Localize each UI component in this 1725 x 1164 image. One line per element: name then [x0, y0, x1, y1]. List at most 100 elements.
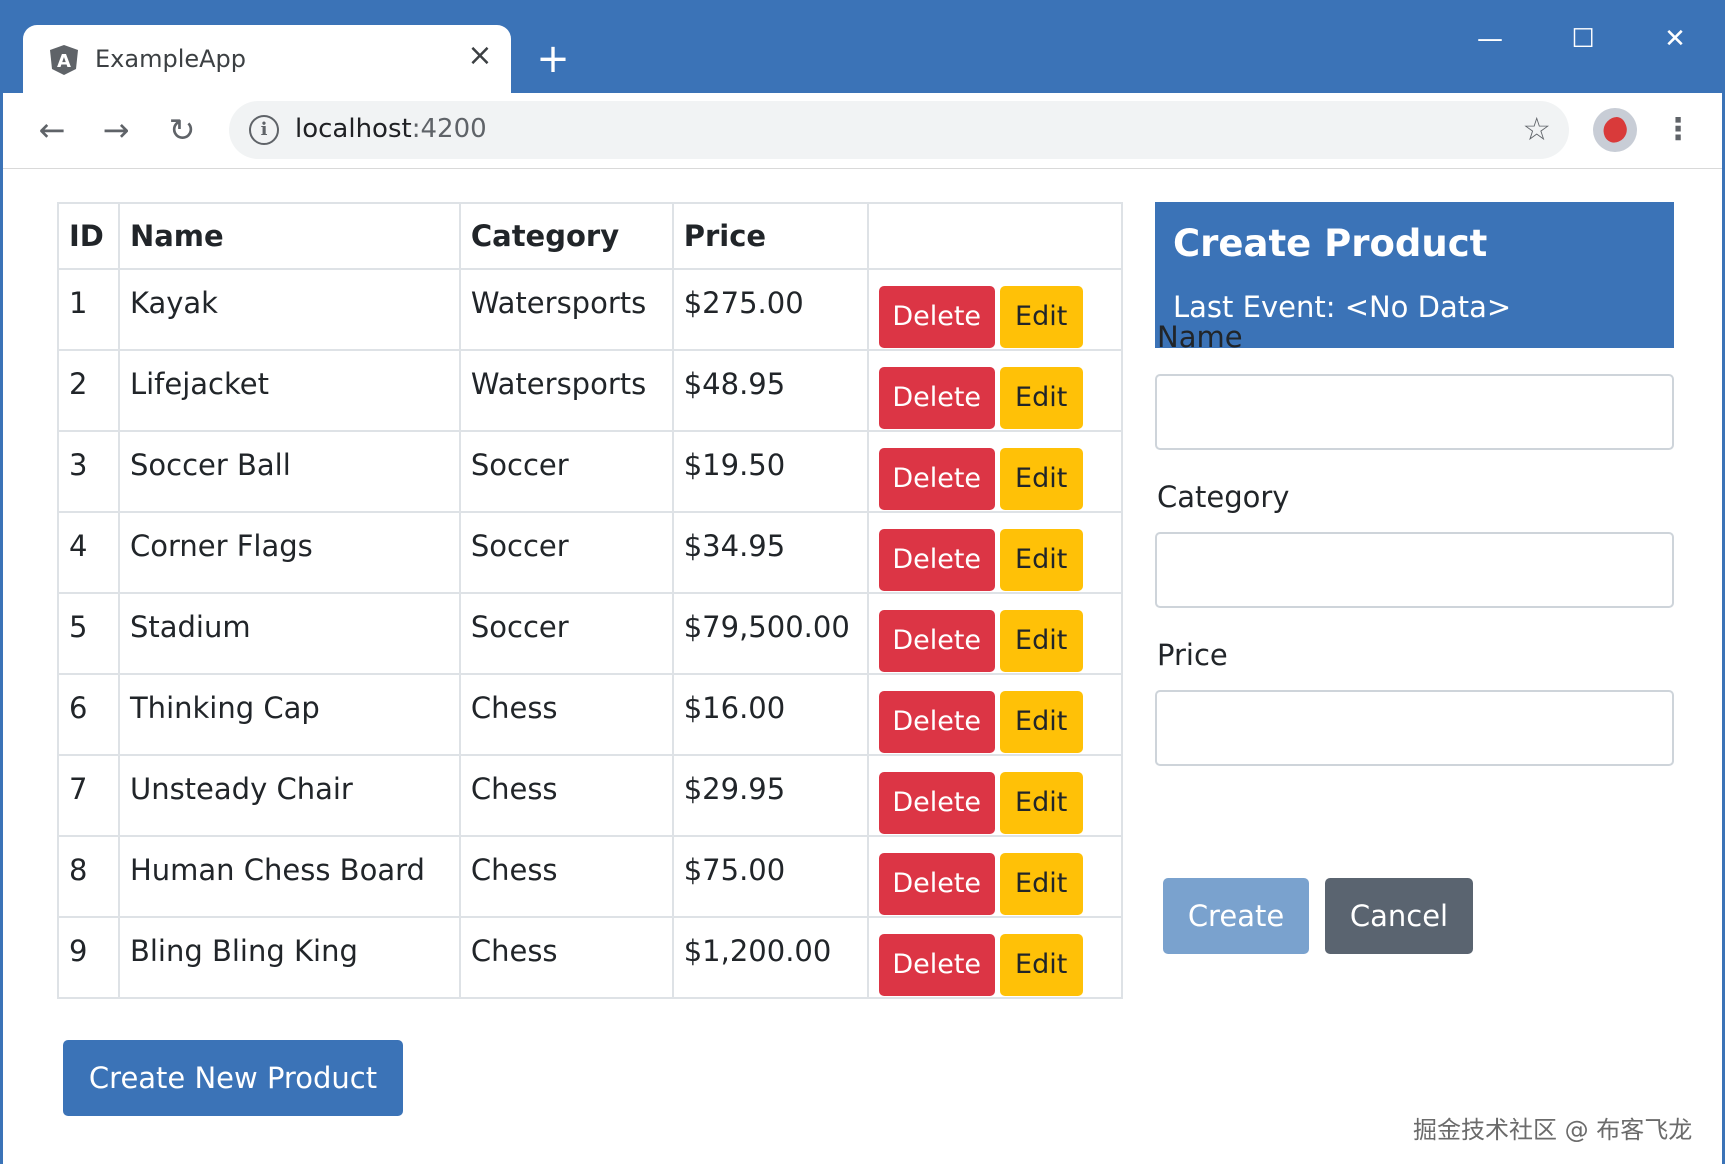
cell-price: $29.95	[671, 754, 869, 837]
products-table: ID Name Category Price 1 Kayak Waterspor…	[57, 202, 1124, 999]
cell-category: Chess	[458, 835, 674, 918]
close-window-icon[interactable]: ✕	[1664, 24, 1686, 54]
cell-price: $1,200.00	[671, 916, 869, 999]
table-row: 2 Lifejacket Watersports $48.95 Delete Ed…	[57, 349, 1124, 432]
edit-button[interactable]: Edit	[999, 286, 1083, 348]
cell-actions: Delete Edit	[866, 754, 1124, 837]
delete-button[interactable]: Delete	[878, 529, 995, 591]
edit-button[interactable]: Edit	[999, 367, 1083, 429]
edit-button[interactable]: Edit	[999, 934, 1083, 996]
table-row: 8 Human Chess Board Chess $75.00 Delete E…	[57, 835, 1124, 918]
cell-category: Soccer	[458, 592, 674, 675]
cell-name: Unsteady Chair	[117, 754, 461, 837]
cell-id: 4	[57, 511, 120, 594]
table-row: 9 Bling Bling King Chess $1,200.00 Delet…	[57, 916, 1124, 999]
cell-name: Soccer Ball	[117, 430, 461, 513]
cell-actions: Delete Edit	[866, 430, 1124, 513]
table-row: 3 Soccer Ball Soccer $19.50 Delete Edit	[57, 430, 1124, 513]
header-actions	[866, 202, 1124, 270]
table-row: 5 Stadium Soccer $79,500.00 Delete Edit	[57, 592, 1124, 675]
cell-actions: Delete Edit	[866, 349, 1124, 432]
edit-button[interactable]: Edit	[999, 853, 1083, 915]
cell-id: 5	[57, 592, 120, 675]
delete-button[interactable]: Delete	[878, 610, 995, 672]
cell-id: 7	[57, 754, 120, 837]
profile-avatar[interactable]	[1593, 108, 1637, 152]
price-label: Price	[1157, 638, 1228, 672]
name-label: Name	[1157, 320, 1243, 354]
delete-button[interactable]: Delete	[878, 448, 995, 510]
url-host: localhost	[295, 114, 412, 144]
page-content: ID Name Category Price 1 Kayak Waterspor…	[3, 170, 1722, 1164]
maximize-icon[interactable]: ☐	[1571, 24, 1595, 54]
delete-button[interactable]: Delete	[878, 772, 995, 834]
cell-actions: Delete Edit	[866, 511, 1124, 594]
cell-category: Soccer	[458, 511, 674, 594]
category-input[interactable]	[1155, 532, 1674, 608]
cell-name: Lifejacket	[117, 349, 461, 432]
cell-id: 8	[57, 835, 120, 918]
site-info-icon[interactable]: i	[249, 115, 279, 145]
back-arrow-icon[interactable]: ←	[38, 111, 66, 149]
cell-name: Thinking Cap	[117, 673, 461, 756]
svg-text:A: A	[57, 51, 71, 72]
create-product-header: Create Product Last Event: <No Data>	[1155, 202, 1674, 348]
cell-category: Watersports	[458, 268, 674, 351]
cell-actions: Delete Edit	[866, 592, 1124, 675]
forward-arrow-icon[interactable]: →	[102, 111, 130, 149]
edit-button[interactable]: Edit	[999, 691, 1083, 753]
cell-price: $48.95	[671, 349, 869, 432]
menu-dots-icon[interactable]: ⋮	[1663, 112, 1693, 147]
url-port: :4200	[411, 114, 487, 144]
bird-icon	[1599, 114, 1631, 146]
cell-id: 1	[57, 268, 120, 351]
table-row: 7 Unsteady Chair Chess $29.95 Delete Edit	[57, 754, 1124, 837]
cell-id: 2	[57, 349, 120, 432]
edit-button[interactable]: Edit	[999, 610, 1083, 672]
cell-actions: Delete Edit	[866, 916, 1124, 999]
delete-button[interactable]: Delete	[878, 853, 995, 915]
delete-button[interactable]: Delete	[878, 367, 995, 429]
cell-price: $75.00	[671, 835, 869, 918]
delete-button[interactable]: Delete	[878, 691, 995, 753]
address-bar[interactable]: i localhost:4200 ☆	[229, 101, 1569, 159]
create-button[interactable]: Create	[1163, 878, 1309, 954]
cell-id: 9	[57, 916, 120, 999]
tab-strip: A ExampleApp × + — ☐ ✕	[3, 3, 1722, 93]
cell-name: Human Chess Board	[117, 835, 461, 918]
bookmark-star-icon[interactable]: ☆	[1522, 110, 1551, 148]
edit-button[interactable]: Edit	[999, 772, 1083, 834]
tab-title: ExampleApp	[95, 45, 247, 73]
cell-actions: Delete Edit	[866, 835, 1124, 918]
cancel-button[interactable]: Cancel	[1325, 878, 1473, 954]
edit-button[interactable]: Edit	[999, 448, 1083, 510]
table-row: 4 Corner Flags Soccer $34.95 Delete Edit	[57, 511, 1124, 594]
delete-button[interactable]: Delete	[878, 934, 995, 996]
table-body: 1 Kayak Watersports $275.00 Delete Edit 2…	[57, 268, 1124, 999]
tab-close-icon[interactable]: ×	[467, 38, 493, 73]
browser-tab[interactable]: A ExampleApp ×	[23, 25, 511, 93]
table-row: 6 Thinking Cap Chess $16.00 Delete Edit	[57, 673, 1124, 756]
form-title: Create Product	[1173, 222, 1488, 265]
last-event-text: Last Event: <No Data>	[1173, 290, 1512, 324]
cell-price: $275.00	[671, 268, 869, 351]
angular-logo-icon: A	[50, 45, 78, 75]
name-input[interactable]	[1155, 374, 1674, 450]
cell-name: Corner Flags	[117, 511, 461, 594]
reload-icon[interactable]: ↻	[168, 111, 196, 149]
create-new-product-button[interactable]: Create New Product	[63, 1040, 403, 1116]
minimize-icon[interactable]: —	[1477, 24, 1503, 54]
delete-button[interactable]: Delete	[878, 286, 995, 348]
price-input[interactable]	[1155, 690, 1674, 766]
table-header-row: ID Name Category Price	[57, 202, 1124, 270]
edit-button[interactable]: Edit	[999, 529, 1083, 591]
watermark-text: 掘金技术社区 @ 布客飞龙	[1413, 1116, 1693, 1144]
header-name: Name	[117, 202, 461, 270]
cell-category: Watersports	[458, 349, 674, 432]
new-tab-icon[interactable]: +	[536, 36, 570, 82]
cell-name: Kayak	[117, 268, 461, 351]
browser-toolbar: ← → ↻ i localhost:4200 ☆ ⋮	[3, 93, 1722, 169]
category-label: Category	[1157, 480, 1290, 514]
cell-name: Stadium	[117, 592, 461, 675]
cell-actions: Delete Edit	[866, 268, 1124, 351]
